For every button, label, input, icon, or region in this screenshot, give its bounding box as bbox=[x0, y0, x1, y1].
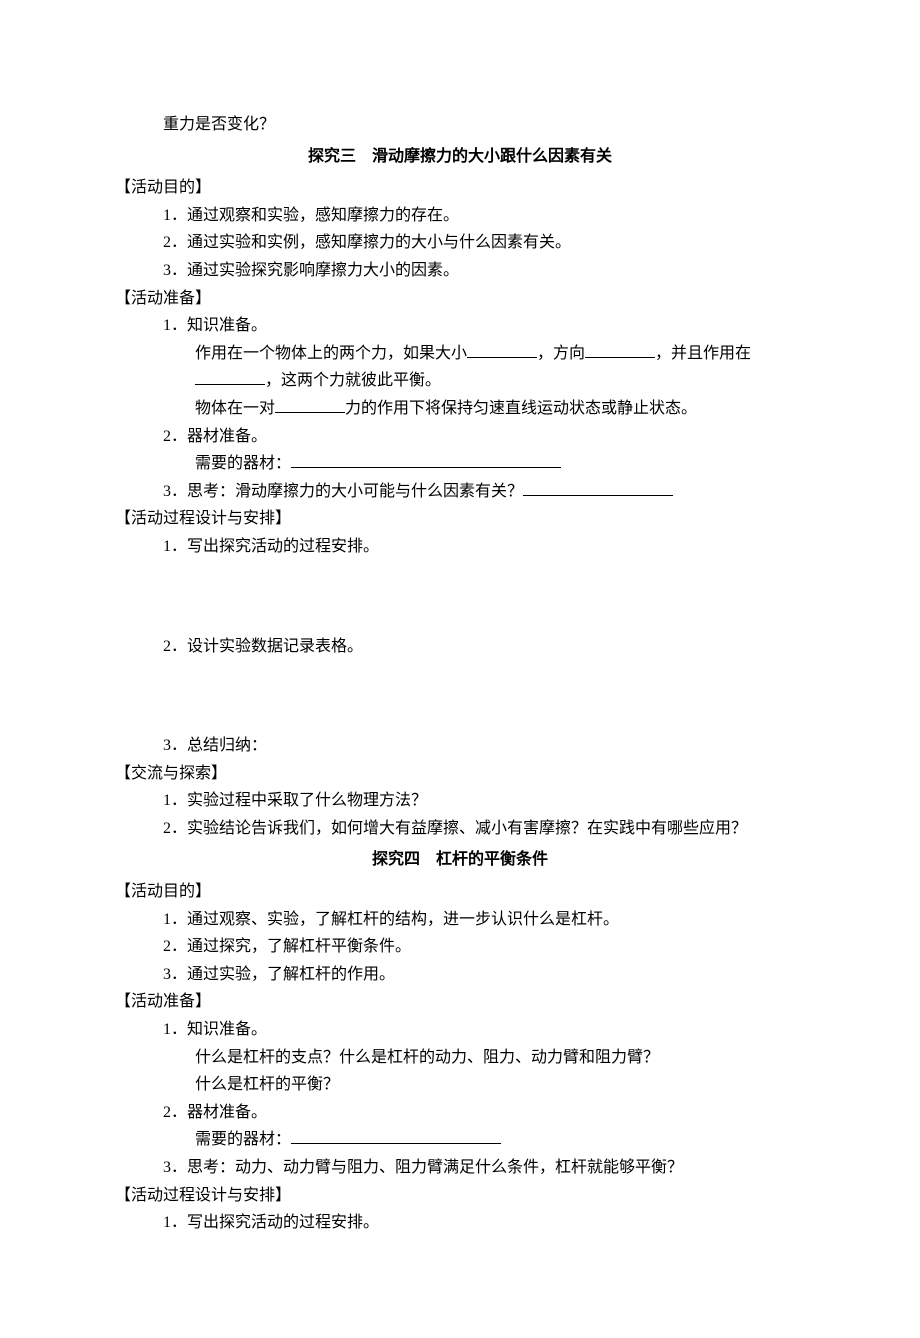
exp3-goals-label: 【活动目的】 bbox=[115, 175, 805, 201]
blank-input[interactable] bbox=[467, 341, 537, 358]
text-part: 物体在一对 bbox=[195, 400, 275, 417]
blank-input[interactable] bbox=[195, 368, 265, 385]
text-part: 需要的器材： bbox=[195, 455, 291, 472]
exp4-prep-knowledge-line2: 什么是杠杆的平衡？ bbox=[115, 1072, 805, 1098]
text-part: ，并且作用在 bbox=[655, 345, 751, 362]
exp3-goal-2: 2．通过实验和实例，感知摩擦力的大小与什么因素有关。 bbox=[115, 230, 805, 256]
exp3-exchange-2: 2．实验结论告诉我们，如何增大有益摩擦、减小有害摩擦？在实践中有哪些应用？ bbox=[115, 816, 805, 842]
exp4-title: 探究四 杠杆的平衡条件 bbox=[115, 847, 805, 873]
exp4-prep-label: 【活动准备】 bbox=[115, 989, 805, 1015]
exp3-prep-knowledge-label: 1．知识准备。 bbox=[115, 313, 805, 339]
text-part: ，这两个力就彼此平衡。 bbox=[265, 372, 441, 389]
blank-input[interactable] bbox=[585, 341, 655, 358]
exp3-prep-equip-line: 需要的器材： bbox=[115, 451, 805, 477]
text-part: 力的作用下将保持匀速直线运动状态或静止状态。 bbox=[345, 400, 697, 417]
exp3-prep-equip-label: 2．器材准备。 bbox=[115, 424, 805, 450]
text-part: ，方向 bbox=[537, 345, 585, 362]
text-part: 需要的器材： bbox=[195, 1131, 291, 1148]
spacer bbox=[115, 661, 805, 731]
text-part: 作用在一个物体上的两个力，如果大小 bbox=[195, 345, 467, 362]
blank-input[interactable] bbox=[291, 451, 561, 468]
intro-question: 重力是否变化？ bbox=[115, 112, 805, 138]
exp4-prep-knowledge-line1: 什么是杠杆的支点？什么是杠杆的动力、阻力、动力臂和阻力臂？ bbox=[115, 1045, 805, 1071]
exp4-goal-3: 3．通过实验，了解杠杆的作用。 bbox=[115, 962, 805, 988]
page-container: 重力是否变化？ 探究三 滑动摩擦力的大小跟什么因素有关 【活动目的】 1．通过观… bbox=[0, 0, 920, 1338]
exp3-title: 探究三 滑动摩擦力的大小跟什么因素有关 bbox=[115, 144, 805, 170]
exp3-exchange-label: 【交流与探索】 bbox=[115, 761, 805, 787]
exp4-prep-equip-label: 2．器材准备。 bbox=[115, 1100, 805, 1126]
exp3-process-2: 2．设计实验数据记录表格。 bbox=[115, 634, 805, 660]
exp3-exchange-1: 1．实验过程中采取了什么物理方法？ bbox=[115, 788, 805, 814]
exp3-goal-3: 3．通过实验探究影响摩擦力大小的因素。 bbox=[115, 258, 805, 284]
exp4-process-label: 【活动过程设计与安排】 bbox=[115, 1183, 805, 1209]
exp3-prep-knowledge-line1: 作用在一个物体上的两个力，如果大小 ，方向 ，并且作用在 bbox=[115, 341, 805, 367]
blank-input[interactable] bbox=[275, 396, 345, 413]
exp3-process-1: 1．写出探究活动的过程安排。 bbox=[115, 534, 805, 560]
spacer bbox=[115, 562, 805, 632]
exp3-process-label: 【活动过程设计与安排】 bbox=[115, 506, 805, 532]
text-part: 3．思考：滑动摩擦力的大小可能与什么因素有关？ bbox=[163, 483, 523, 500]
exp3-prep-knowledge-line3: 物体在一对 力的作用下将保持匀速直线运动状态或静止状态。 bbox=[115, 396, 805, 422]
exp4-goals-label: 【活动目的】 bbox=[115, 879, 805, 905]
exp4-prep-think: 3．思考：动力、动力臂与阻力、阻力臂满足什么条件，杠杆就能够平衡？ bbox=[115, 1155, 805, 1181]
exp4-goal-2: 2．通过探究，了解杠杆平衡条件。 bbox=[115, 934, 805, 960]
exp3-process-3: 3．总结归纳： bbox=[115, 733, 805, 759]
exp3-prep-knowledge-line2: ，这两个力就彼此平衡。 bbox=[115, 368, 805, 394]
exp4-goal-1: 1．通过观察、实验，了解杠杆的结构，进一步认识什么是杠杆。 bbox=[115, 907, 805, 933]
blank-input[interactable] bbox=[291, 1127, 501, 1144]
exp3-prep-label: 【活动准备】 bbox=[115, 286, 805, 312]
exp3-prep-think-line: 3．思考：滑动摩擦力的大小可能与什么因素有关？ bbox=[115, 479, 805, 505]
exp4-prep-equip-line: 需要的器材： bbox=[115, 1127, 805, 1153]
exp4-prep-knowledge-label: 1．知识准备。 bbox=[115, 1017, 805, 1043]
blank-input[interactable] bbox=[523, 479, 673, 496]
exp4-process-1: 1．写出探究活动的过程安排。 bbox=[115, 1210, 805, 1236]
exp3-goal-1: 1．通过观察和实验，感知摩擦力的存在。 bbox=[115, 203, 805, 229]
